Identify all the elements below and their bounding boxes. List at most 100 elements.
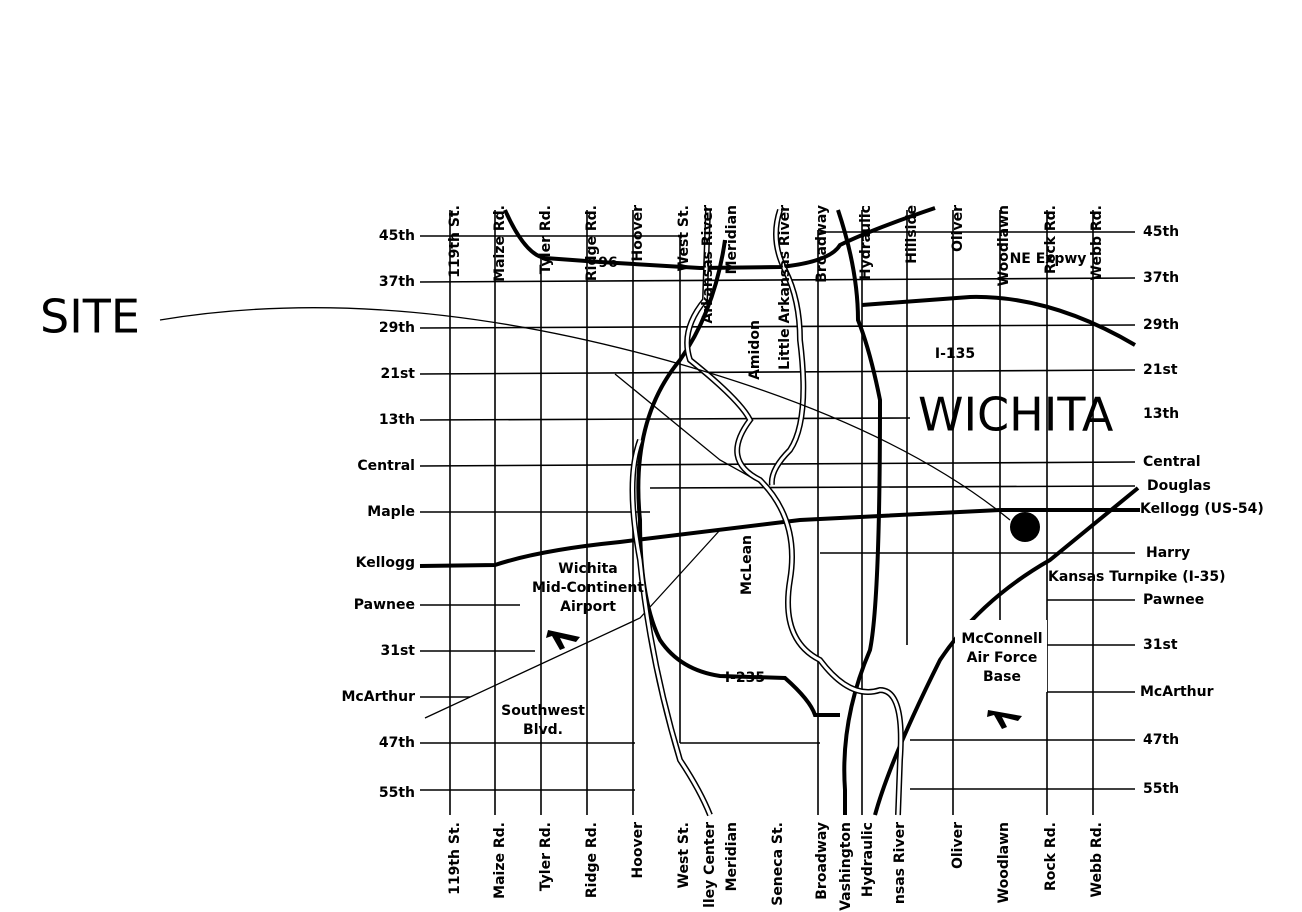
left-street-label: 47th [379, 735, 415, 751]
top-street-label: Oliver [950, 205, 966, 252]
right-street-label: Kellogg (US-54) [1140, 501, 1264, 517]
interstate-235 [636, 239, 840, 717]
right-street-label: Central [1143, 454, 1201, 470]
bottom-street-label: Vashington [838, 822, 854, 911]
top-street-label: Little Arkansas River [777, 205, 793, 370]
bottom-street-label: Rock Rd. [1043, 822, 1059, 891]
right-street-label: 37th [1143, 270, 1179, 286]
city-label: WICHITA [918, 388, 1114, 442]
bottom-street-label: Woodlawn [996, 822, 1012, 903]
top-street-label: Broadway [814, 205, 830, 283]
street-grid [419, 210, 1136, 815]
left-street-label: Maple [367, 504, 415, 520]
mclean-label: McLean [739, 535, 755, 595]
right-street-label: Harry [1146, 545, 1190, 561]
airbase-icon [987, 710, 1022, 729]
airport-label: Wichita [558, 561, 617, 577]
air-force-base-label: Base [983, 669, 1021, 685]
left-street-label: 37th [379, 274, 415, 290]
top-street-label: Tyler Rd. [538, 205, 554, 274]
bottom-street-label: Meridian [724, 822, 740, 891]
top-street-label: West St. [676, 205, 692, 271]
bottom-street-label: Hydraulic [860, 822, 876, 897]
street [419, 324, 1136, 329]
bottom-street-label: 119th St. [447, 822, 463, 895]
i135-label: I-135 [935, 346, 975, 362]
street [419, 277, 1136, 283]
site-marker [1010, 512, 1040, 542]
kellogg [419, 508, 1140, 568]
labels: 119th St. Maize Rd. Tyler Rd. Ridge Rd. Hoov… [40, 205, 1264, 911]
air-force-base-label: McConnell [961, 631, 1042, 647]
little-arkansas-river-inner [770, 209, 805, 486]
bottom-street-label: lley Center [702, 822, 718, 908]
site-label: SITE [40, 290, 140, 344]
top-street-label: Hillside [904, 205, 920, 264]
southwest-blvd [424, 529, 721, 719]
airport-label: Mid-Continent [532, 580, 644, 596]
bottom-street-label: Oliver [950, 822, 966, 869]
right-street-label: Kansas Turnpike (I-35) [1048, 569, 1226, 585]
i235-label: I-235 [725, 670, 765, 686]
interstate-135 [836, 209, 883, 815]
street [419, 417, 911, 421]
right-street-label: 21st [1143, 362, 1178, 378]
top-street-label: Hydraulic [858, 205, 874, 280]
site-pointer [159, 307, 1011, 521]
right-street-label: Douglas [1147, 478, 1211, 494]
right-street-label: 45th [1143, 224, 1179, 240]
amidon-label: Amidon [747, 320, 763, 380]
ne-expressway [861, 294, 1137, 347]
right-street-label: McArthur [1140, 684, 1214, 700]
top-street-label: 119th St. [447, 205, 463, 278]
left-street-label: 55th [379, 785, 415, 801]
bottom-street-label: Broadway [814, 822, 830, 900]
right-street-label: 55th [1143, 781, 1179, 797]
kansas-turnpike [873, 486, 1140, 816]
bottom-street-label: Seneca St. [770, 822, 786, 906]
street [419, 369, 1136, 375]
right-street-label: Pawnee [1143, 592, 1204, 608]
street [649, 485, 1136, 489]
southwest-blvd-label: Southwest [501, 703, 585, 719]
top-street-label: Arkansas River [700, 205, 716, 324]
highway-96 [503, 206, 936, 271]
left-street-label: Pawnee [354, 597, 415, 613]
left-street-label: 21st [380, 366, 415, 382]
left-street-label: 45th [379, 228, 415, 244]
left-street-label: Kellogg [356, 555, 415, 571]
west-river [629, 438, 713, 817]
left-street-label: 31st [380, 643, 415, 659]
air-force-base-label: Air Force [967, 650, 1038, 666]
right-street-label: 31st [1143, 637, 1178, 653]
airport-icon [546, 630, 580, 650]
left-street-label: Central [357, 458, 415, 474]
airport-label: Airport [560, 599, 616, 615]
top-street-label: Meridian [724, 205, 740, 274]
bottom-street-label: Hoover [630, 822, 646, 879]
right-street-label: 13th [1143, 406, 1179, 422]
west-river-inner [631, 439, 712, 816]
right-street-label: 29th [1143, 317, 1179, 333]
left-street-label: McArthur [342, 689, 416, 705]
top-street-label: Maize Rd. [492, 205, 508, 282]
bottom-street-label: Ridge Rd. [584, 822, 600, 898]
top-street-label: Rock Rd. [1043, 205, 1059, 274]
top-street-label: Ridge Rd. [584, 205, 600, 281]
highway-96-label: 96 [598, 255, 617, 271]
bottom-street-label: nsas River [892, 822, 908, 904]
bottom-street-label: Maize Rd. [492, 822, 508, 899]
ne-expwy-label: NE Expwy [1010, 251, 1087, 267]
bottom-street-label: West St. [676, 822, 692, 888]
southwest-blvd-label: Blvd. [523, 722, 563, 738]
right-street-label: 47th [1143, 732, 1179, 748]
bottom-street-label: Tyler Rd. [538, 822, 554, 891]
airbase-label-box [955, 620, 1047, 692]
arkansas-river-inner [685, 209, 903, 816]
top-street-label: Woodlawn [996, 205, 1012, 286]
left-street-label: 13th [379, 412, 415, 428]
top-street-label: Hoover [630, 205, 646, 262]
bottom-street-label: Webb Rd. [1089, 822, 1105, 897]
